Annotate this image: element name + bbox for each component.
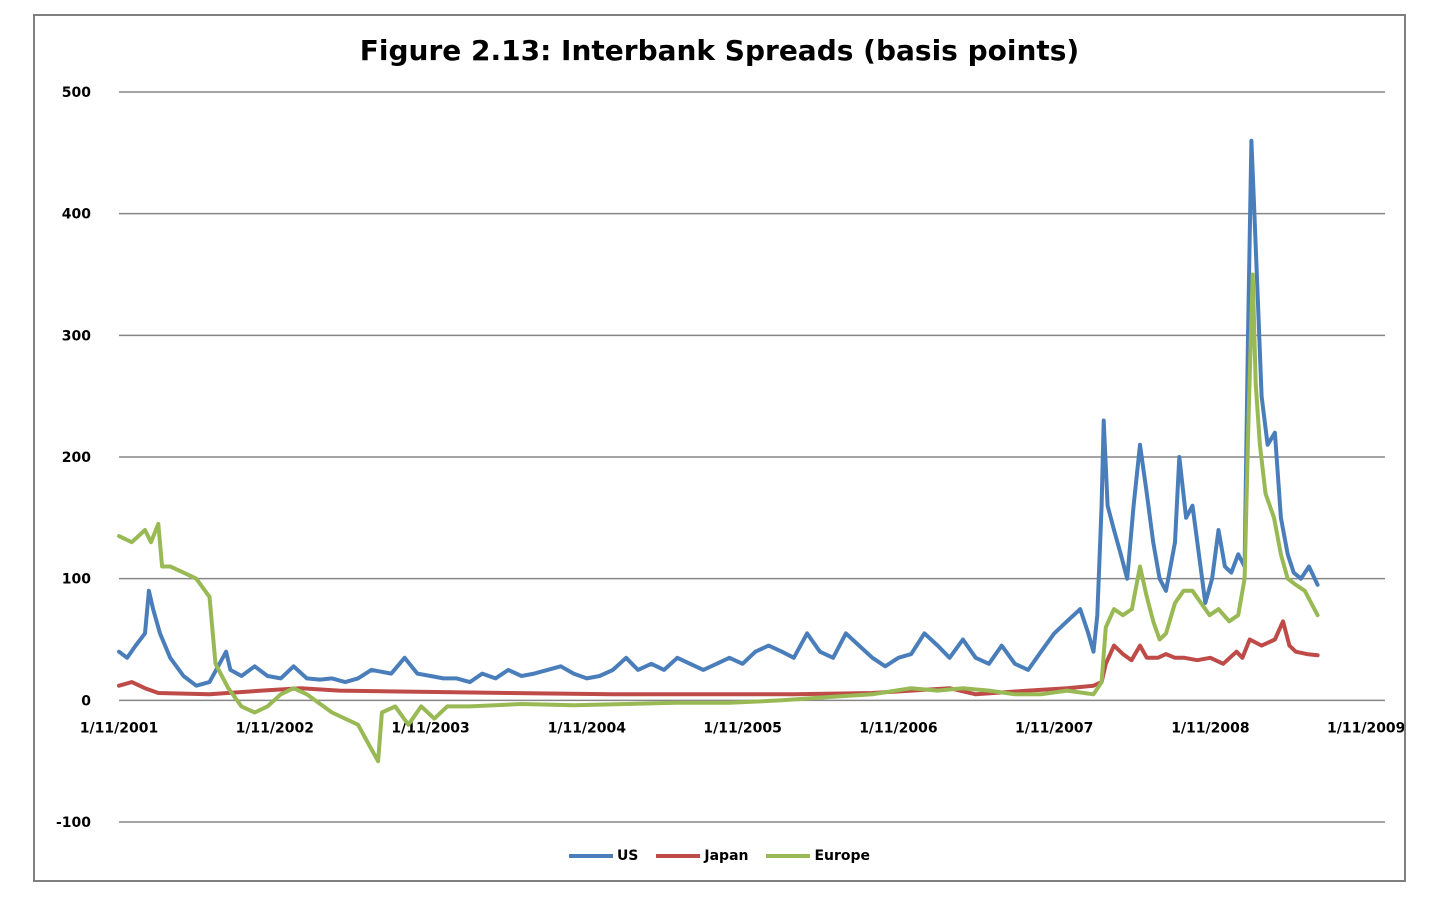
x-tick-label: 1/11/2001 (80, 720, 158, 736)
chart-frame: Figure 2.13: Interbank Spreads (basis po… (33, 14, 1406, 882)
legend-label: Europe (814, 848, 871, 864)
x-tick-label: 1/11/2005 (703, 720, 781, 736)
x-tick-label: 1/11/2002 (236, 720, 314, 736)
legend-swatch (568, 854, 613, 858)
y-tick-label: -100 (56, 815, 91, 831)
legend-swatch (766, 854, 811, 858)
x-tick-label: 1/11/2008 (1171, 720, 1249, 736)
legend-label: US (616, 848, 639, 864)
y-tick-label: 400 (62, 207, 91, 223)
x-tick-label: 1/11/2004 (548, 720, 627, 736)
legend-item-japan: Japan (656, 848, 748, 864)
y-tick-label: 100 (62, 572, 91, 588)
y-axis-ticks: -100 0 100 200 300 400 500 (56, 85, 91, 831)
legend: US Japan Europe (35, 848, 1404, 864)
legend-item-europe: Europe (766, 848, 870, 864)
chart-title: Figure 2.13: Interbank Spreads (basis po… (359, 34, 1080, 67)
series-line-us (117, 138, 1320, 688)
y-tick-label: 200 (62, 450, 91, 466)
x-tick-label: 1/11/2006 (859, 720, 937, 736)
y-tick-label: 300 (62, 328, 91, 344)
y-tick-label: 0 (81, 693, 91, 709)
x-tick-label: 1/11/2003 (391, 720, 469, 736)
y-tick-label: 500 (62, 85, 91, 101)
x-tick-label: 1/11/2007 (1015, 720, 1093, 736)
legend-swatch (656, 854, 701, 858)
legend-label: Japan (704, 848, 749, 864)
series-line-europe (117, 272, 1320, 764)
grid-lines (119, 91, 1385, 823)
x-tick-label: 1/11/2009 (1327, 720, 1404, 736)
x-axis-ticks: 1/11/2001 1/11/2002 1/11/2003 1/11/2004 1/11… (80, 720, 1404, 736)
legend-item-us: US (568, 848, 639, 864)
series-line-japan (117, 619, 1320, 697)
series-lines (117, 138, 1320, 764)
